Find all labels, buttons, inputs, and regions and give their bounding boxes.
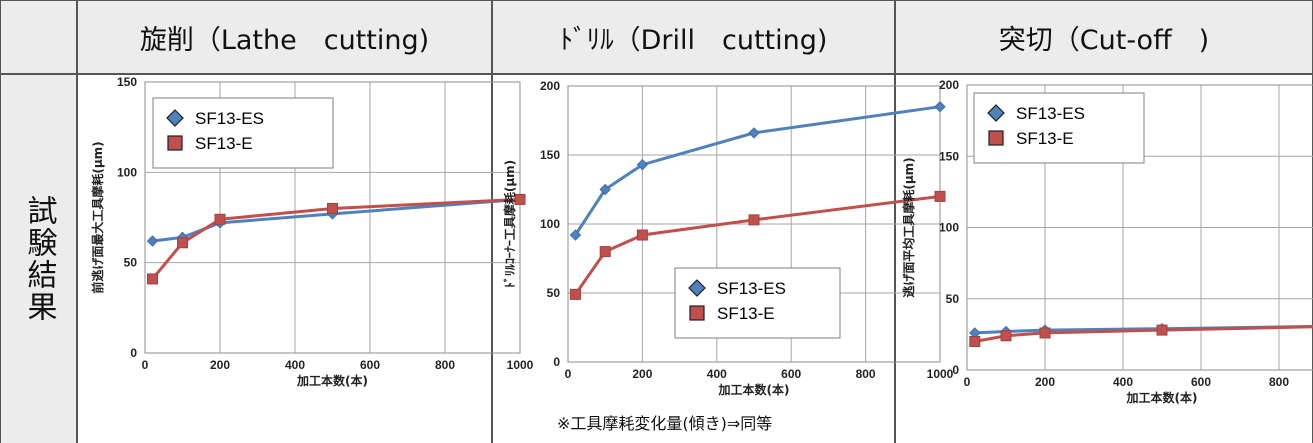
table-divider-1 (76, 0, 78, 443)
data-point-square (214, 213, 226, 225)
legend-marker-diamond (688, 279, 706, 297)
data-point-square (177, 237, 188, 249)
y-tick-label: 150 (939, 149, 959, 163)
x-tick-label: 0 (142, 358, 149, 372)
x-axis-label: 加工本数(本) (718, 382, 790, 397)
x-axis-label: 加工本数(本) (296, 373, 368, 388)
y-axis-label: ﾄﾞﾘﾙｺｰﾅｰ工具摩耗(μm) (502, 160, 517, 288)
header-drill: ﾄﾞﾘﾙ（Drill cutting) (492, 0, 895, 74)
header-cutoff-label: 突切（Cut-off ) (998, 24, 1210, 56)
header-lathe-label: 旋削（Lathe cutting) (139, 24, 430, 56)
table-border-left (0, 0, 1, 443)
y-tick-label: 200 (939, 78, 959, 92)
data-point-square (599, 246, 611, 258)
legend-label: SF13-E (717, 304, 775, 323)
header-drill-label: ﾄﾞﾘﾙ（Drill cutting) (559, 24, 828, 56)
x-tick-label: 400 (707, 367, 727, 381)
legend-box (674, 267, 841, 339)
row-header-label: 試験結果 (21, 194, 57, 323)
x-tick-label: 400 (285, 358, 305, 372)
x-tick-label: 1000 (507, 358, 534, 372)
data-point-diamond (934, 100, 946, 113)
x-tick-label: 800 (1269, 375, 1289, 389)
plot-area (144, 81, 521, 354)
x-tick-label: 200 (210, 358, 230, 372)
data-point-square (1000, 330, 1012, 342)
data-point-diamond (146, 235, 159, 247)
table-border-top (0, 0, 1313, 1)
row-header: 試験結果 (0, 74, 77, 443)
data-point-diamond (569, 229, 582, 241)
legend-label: SF13-E (1016, 129, 1074, 148)
drill-chart: 0 200 400 600 800 1000 0 50 100 150 200 加工本数(本) ﾄﾞﾘﾙ… (502, 79, 954, 397)
legend-marker-square (167, 135, 183, 151)
legend-label: SF13-ES (1016, 104, 1085, 123)
data-point-square (1156, 324, 1168, 336)
y-tick-label: 0 (553, 355, 560, 369)
x-tick-label: 200 (1035, 375, 1055, 389)
table-divider-2 (491, 0, 493, 443)
header-lathe: 旋削（Lathe cutting) (77, 0, 492, 74)
y-tick-label: 0 (130, 346, 137, 360)
y-tick-label: 50 (124, 256, 138, 270)
y-tick-label: 0 (952, 363, 959, 377)
wear-rate-note: ※工具摩耗変化量(傾き)⇒同等 (557, 414, 773, 433)
x-tick-label: 600 (1191, 375, 1211, 389)
legend-marker-diamond (987, 104, 1005, 122)
data-point-square (969, 336, 981, 347)
cutoff-chart: 02004006008001000050100150200加工本数(本)逃げ面平… (901, 78, 1313, 405)
header-cutoff: 突切（Cut-off ) (895, 0, 1313, 74)
x-axis-label: 加工本数(本) (1126, 390, 1198, 405)
x-tick-label: 0 (565, 367, 572, 381)
data-point-square (147, 273, 158, 285)
x-tick-label: 800 (435, 358, 455, 372)
lathe-chart: 0 200 400 600 800 1000 0 50 100 150 加工本数(本) 前逃げ面最大工… (90, 75, 534, 388)
legend-label: SF13-ES (195, 109, 264, 128)
legend-label: SF13-E (195, 134, 253, 153)
y-tick-label: 100 (939, 221, 959, 235)
plot-area (966, 84, 1313, 371)
y-axis-label: 逃げ面平均工具摩耗(μm) (901, 157, 916, 297)
data-point-diamond (748, 127, 760, 139)
data-point-square (636, 229, 648, 241)
legend-box (973, 92, 1145, 164)
data-point-square (1039, 327, 1051, 339)
y-tick-label: 100 (540, 217, 560, 231)
y-tick-label: 50 (547, 286, 561, 300)
data-point-square (569, 288, 581, 300)
x-tick-label: 600 (781, 367, 801, 381)
legend-marker-square (988, 130, 1004, 146)
x-tick-label: 600 (360, 358, 380, 372)
plot-area (567, 85, 941, 363)
y-tick-label: 150 (117, 75, 137, 89)
y-tick-label: 200 (540, 79, 560, 93)
x-tick-label: 0 (964, 375, 971, 389)
y-tick-label: 150 (540, 148, 560, 162)
x-tick-label: 800 (856, 367, 876, 381)
table-border-header (0, 73, 1313, 75)
data-point-square (934, 190, 946, 202)
legend-marker-square (689, 305, 705, 321)
x-tick-label: 1000 (927, 367, 954, 381)
data-point-square (327, 202, 338, 214)
table-divider-3 (894, 0, 896, 443)
corner-cell (0, 0, 77, 74)
legend-box (152, 97, 334, 169)
x-tick-label: 200 (632, 367, 652, 381)
y-axis-label: 前逃げ面最大工具摩耗(μm) (90, 141, 105, 293)
y-tick-label: 50 (946, 292, 960, 306)
legend-marker-diamond (166, 109, 184, 127)
y-tick-label: 100 (117, 165, 137, 179)
x-tick-label: 400 (1113, 375, 1133, 389)
data-point-square (514, 193, 526, 205)
data-point-diamond (636, 158, 649, 171)
data-point-diamond (599, 183, 611, 196)
legend-label: SF13-ES (717, 279, 786, 298)
data-point-square (748, 214, 760, 226)
